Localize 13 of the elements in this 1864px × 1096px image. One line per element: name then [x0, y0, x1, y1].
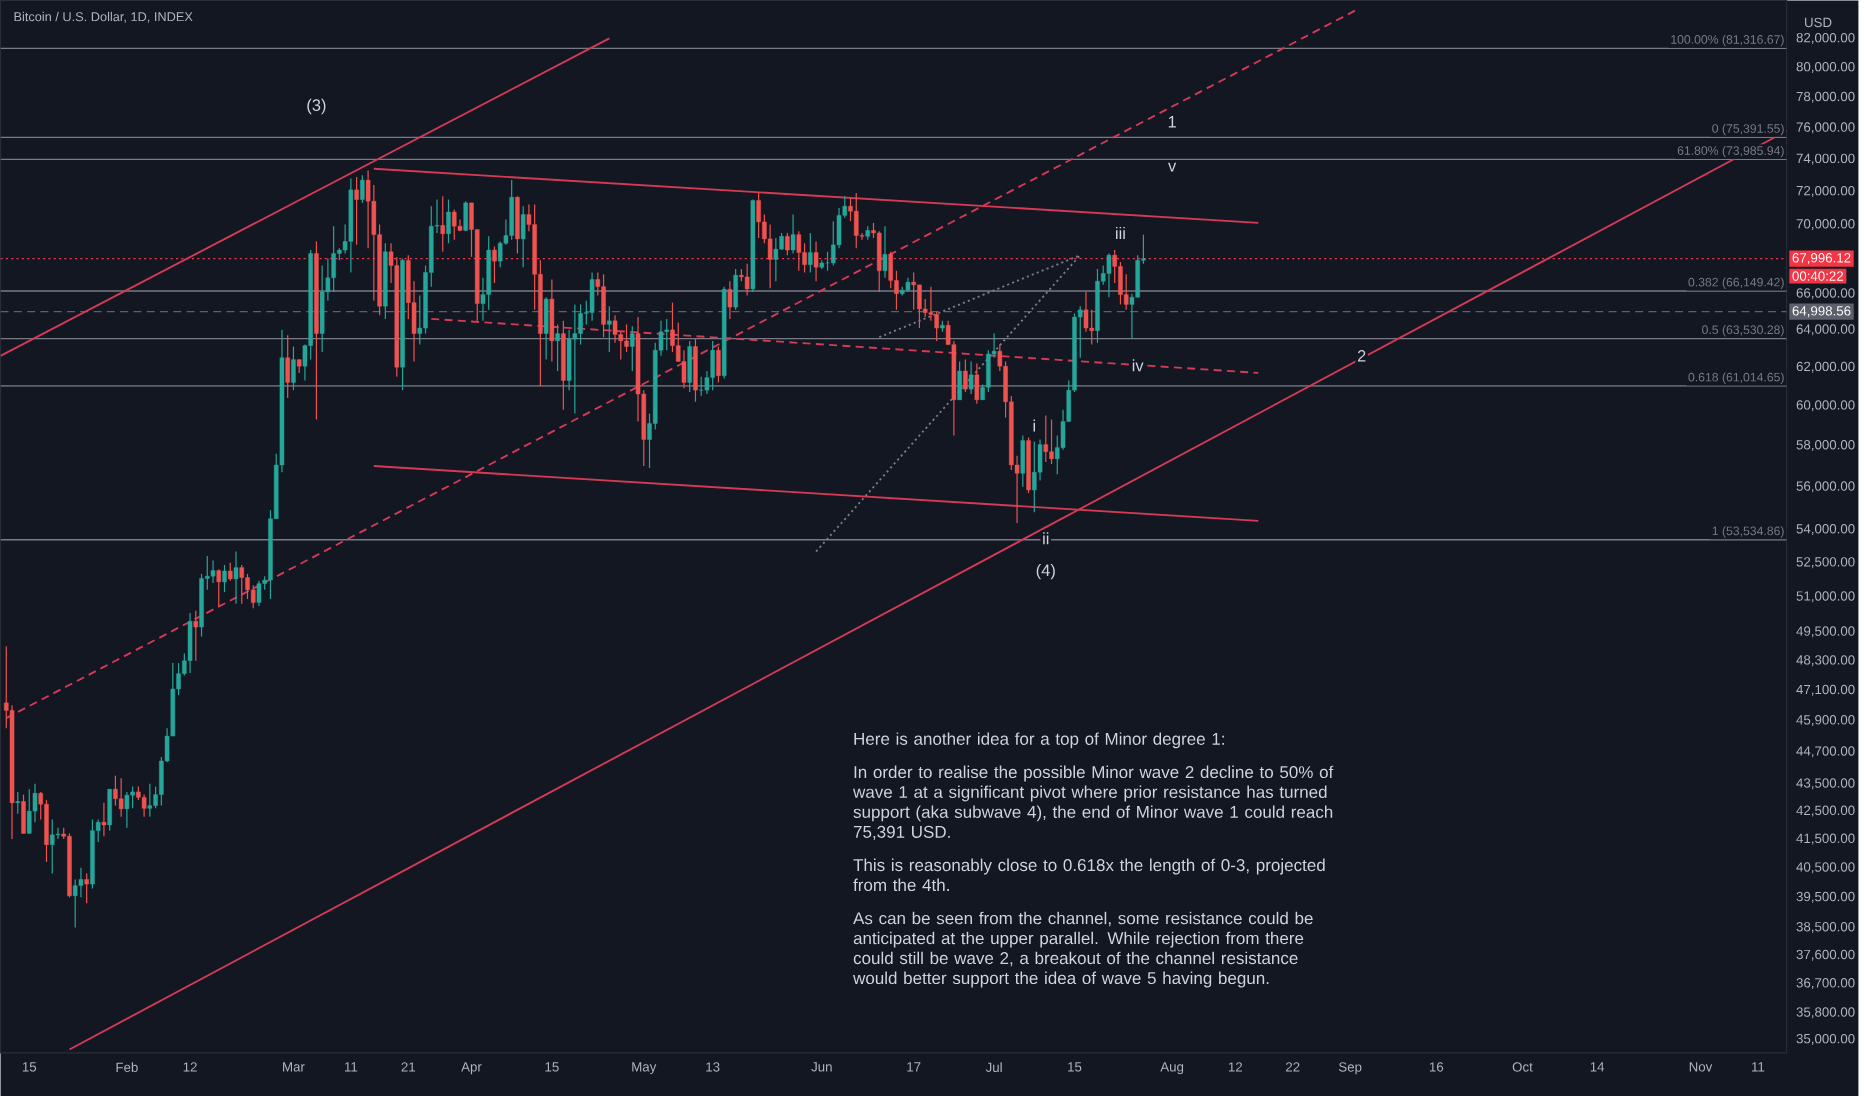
annotation: 2: [1357, 349, 1366, 362]
annotation: (4): [1036, 563, 1055, 579]
annotation: iv: [1132, 358, 1144, 371]
annotation: In order to realise the possible Minor wave 2 decline to 50% of wave 1 at a significant pivot where prior resistance has turned support (aka subwave 4), the end of Minor wave 1 could reach 75,391 USD.: [853, 765, 1334, 840]
annotation: ii: [1043, 531, 1049, 544]
annotation: This is reasonably close to 0.618x the length of 0-3, projected from the 4th.: [853, 858, 1325, 891]
annotation: As can be seen from the channel, some resistance could be anticipated at the upper parallel. While rejection from there could still be wave 2, a breakout of the channel resistance would better support the idea of wave 5 having begun.: [853, 911, 1313, 988]
annotation: i: [1033, 419, 1036, 432]
annotation: (3): [307, 98, 326, 114]
annotation: iii: [1116, 226, 1125, 239]
annotation: Here is another idea for a top of Minor degree 1:: [854, 731, 1224, 748]
annotation: 1: [1168, 115, 1176, 127]
annotation: v: [1168, 162, 1177, 172]
